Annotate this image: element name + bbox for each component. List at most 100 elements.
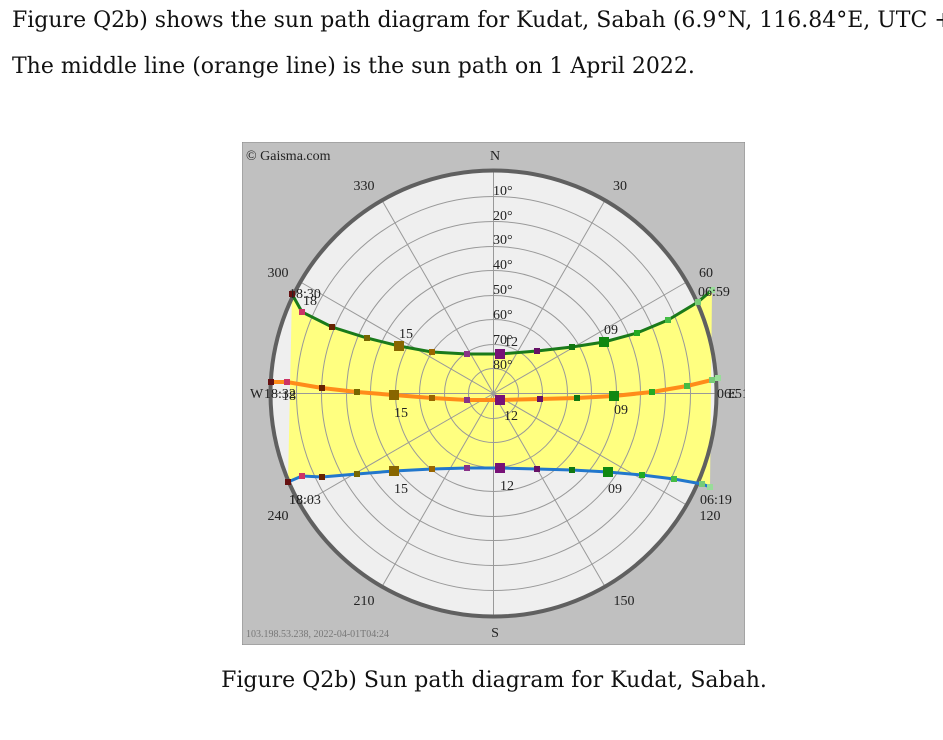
june-sunrise-time: 06:59 xyxy=(698,285,730,300)
december-hour-marker xyxy=(534,466,540,472)
june-hour-marker xyxy=(599,337,609,347)
april-hour-marker xyxy=(609,391,619,401)
june-hour-marker xyxy=(464,351,470,357)
december-hour-marker xyxy=(495,463,505,473)
april-hour-marker xyxy=(284,379,290,385)
altitude-label-60: 60° xyxy=(493,308,513,323)
april-hour-marker xyxy=(464,397,470,403)
south-label: S xyxy=(491,626,499,641)
azimuth-line-210 xyxy=(381,393,494,587)
april-hour-marker xyxy=(684,383,690,389)
question-line-2: The middle line (orange line) is the sun… xyxy=(12,54,695,79)
april-sunrise-time: 06:51 xyxy=(717,387,745,402)
december-hour-marker xyxy=(603,467,613,477)
december-hour-marker xyxy=(389,466,399,476)
june-hour-marker xyxy=(665,317,671,323)
copyright-label: © Gaisma.com xyxy=(246,149,331,164)
june-hour-marker xyxy=(709,287,715,293)
north-label: N xyxy=(490,149,500,164)
june-hour-09: 09 xyxy=(604,323,618,338)
altitude-label-20: 20° xyxy=(493,209,513,224)
april-hour-marker xyxy=(354,389,360,395)
question-line-1: Figure Q2b) shows the sun path diagram f… xyxy=(12,8,943,33)
azimuth-line-240 xyxy=(300,393,494,506)
altitude-label-50: 50° xyxy=(493,283,513,298)
june-hour-15: 15 xyxy=(399,327,413,342)
april-hour-marker xyxy=(268,379,274,385)
june-hour-marker xyxy=(299,309,305,315)
azimuth-lines xyxy=(270,170,717,617)
figure-caption: Figure Q2b) Sun path diagram for Kudat, … xyxy=(221,668,767,693)
december-hour-marker xyxy=(319,474,325,480)
december-hour-marker xyxy=(699,481,705,487)
december-hour-marker xyxy=(671,476,677,482)
altitude-label-70: 70° xyxy=(493,333,513,348)
azimuth-line-150 xyxy=(493,393,606,587)
april-hour-15: 15 xyxy=(394,406,408,421)
april-sunset-time: 18:32 xyxy=(264,387,296,402)
april-hour-marker xyxy=(319,385,325,391)
april-hour-marker xyxy=(389,390,399,400)
december-hour-marker xyxy=(569,467,575,473)
june-hour-marker xyxy=(394,341,404,351)
april-hour-18: 18 xyxy=(282,389,296,404)
december-hour-12: 12 xyxy=(500,479,514,494)
december-hour-marker xyxy=(299,473,305,479)
april-hour-12: 12 xyxy=(504,409,518,424)
sun-path-diagram: © Gaisma.com 103.198.53.238, 2022-04-01T… xyxy=(242,142,745,645)
june-hour-marker xyxy=(429,349,435,355)
april-hour-marker xyxy=(715,375,721,381)
june-hour-12: 12 xyxy=(504,335,518,350)
azimuth-line-120 xyxy=(493,393,687,506)
june-sunset-time: 18:30 xyxy=(289,287,321,302)
april-hour-marker xyxy=(495,395,505,405)
azimuth-label-150: 150 xyxy=(614,594,635,609)
december-sunset-time: 18:03 xyxy=(289,493,321,508)
horizon-ring xyxy=(268,168,719,619)
june-hour-marker xyxy=(495,349,505,359)
june-hour-marker xyxy=(569,344,575,350)
azimuth-line-30 xyxy=(493,200,606,394)
azimuth-label-210: 210 xyxy=(354,594,375,609)
sun-band-area xyxy=(288,290,712,487)
azimuth-label-330: 330 xyxy=(354,179,375,194)
december-hour-marker xyxy=(354,471,360,477)
altitude-label-40: 40° xyxy=(493,258,513,273)
december-hour-09: 09 xyxy=(608,482,622,497)
june-hour-marker xyxy=(289,291,295,297)
december-hour-marker xyxy=(285,479,291,485)
azimuth-line-300 xyxy=(300,281,494,394)
june-hour-marker xyxy=(695,299,701,305)
april-hour-09: 09 xyxy=(614,403,628,418)
azimuth-label-240: 240 xyxy=(268,509,289,524)
june-hour-marker xyxy=(364,335,370,341)
june-hour-marker xyxy=(534,348,540,354)
footer-label: 103.198.53.238, 2022-04-01T04:24 xyxy=(246,629,389,640)
december-hour-marker xyxy=(464,465,470,471)
west-label: W xyxy=(250,387,264,402)
december-hour-marker xyxy=(639,472,645,478)
azimuth-label-300: 300 xyxy=(268,266,289,281)
altitude-label-30: 30° xyxy=(493,233,513,248)
june-hour-marker xyxy=(329,324,335,330)
june-hour-18: 18 xyxy=(303,294,317,309)
azimuth-label-120: 120 xyxy=(700,509,721,524)
december-hour-marker xyxy=(707,484,713,490)
april-hour-marker xyxy=(649,389,655,395)
april-hour-marker xyxy=(709,377,715,383)
altitude-label-80: 80° xyxy=(493,358,513,373)
april-hour-marker xyxy=(537,396,543,402)
east-label: E xyxy=(728,387,737,402)
april-hour-marker xyxy=(574,395,580,401)
june-hour-marker xyxy=(634,330,640,336)
april-hour-marker xyxy=(429,395,435,401)
azimuth-line-330 xyxy=(381,200,494,394)
azimuth-line-60 xyxy=(493,281,687,394)
december-hour-marker xyxy=(429,466,435,472)
azimuth-label-30: 30 xyxy=(613,179,627,194)
december-sunrise-time: 06:19 xyxy=(700,493,732,508)
hour-markers xyxy=(268,287,721,490)
december-hour-18: 18 xyxy=(289,493,303,508)
azimuth-label-60: 60 xyxy=(699,266,713,281)
altitude-label-10: 10° xyxy=(493,184,513,199)
